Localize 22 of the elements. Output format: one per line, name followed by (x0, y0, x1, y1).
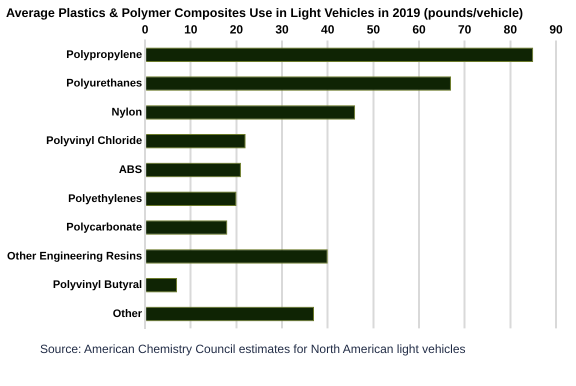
y-tick-label: Other (112, 308, 143, 320)
y-tick-label: Other Engineering Resins (6, 250, 142, 262)
x-tick-label: 20 (230, 22, 244, 37)
y-tick-label: Polyvinyl Butyral (52, 279, 142, 292)
y-tick-label: Polypropylene (66, 48, 142, 61)
y-tick-label: ABS (118, 164, 142, 176)
y-tick-label: Polyethylenes (68, 192, 142, 205)
y-tick-label: Polycarbonate (66, 222, 142, 234)
x-tick-label: 10 (184, 22, 198, 37)
y-tick-label: Polyvinyl Chloride (46, 135, 142, 148)
source-note: Source: American Chemistry Council estimates for North American light vehicles (39, 341, 466, 356)
x-tick-label: 80 (504, 22, 518, 37)
chart-title: Average Plastics & Polymer Composites Use in Light Vehicles in 2019 (pounds/vehicle) (5, 5, 524, 20)
y-tick-label: Polyurethanes (66, 78, 142, 90)
x-tick-label: 60 (412, 22, 426, 37)
x-tick-label: 30 (275, 22, 290, 37)
x-tick-label: 70 (458, 22, 472, 37)
x-tick-label: 0 (142, 22, 149, 37)
x-tick-label: 40 (321, 22, 335, 37)
x-tick-label: 90 (549, 22, 563, 37)
y-tick-label: Nylon (112, 106, 142, 118)
x-tick-label: 50 (366, 22, 380, 37)
